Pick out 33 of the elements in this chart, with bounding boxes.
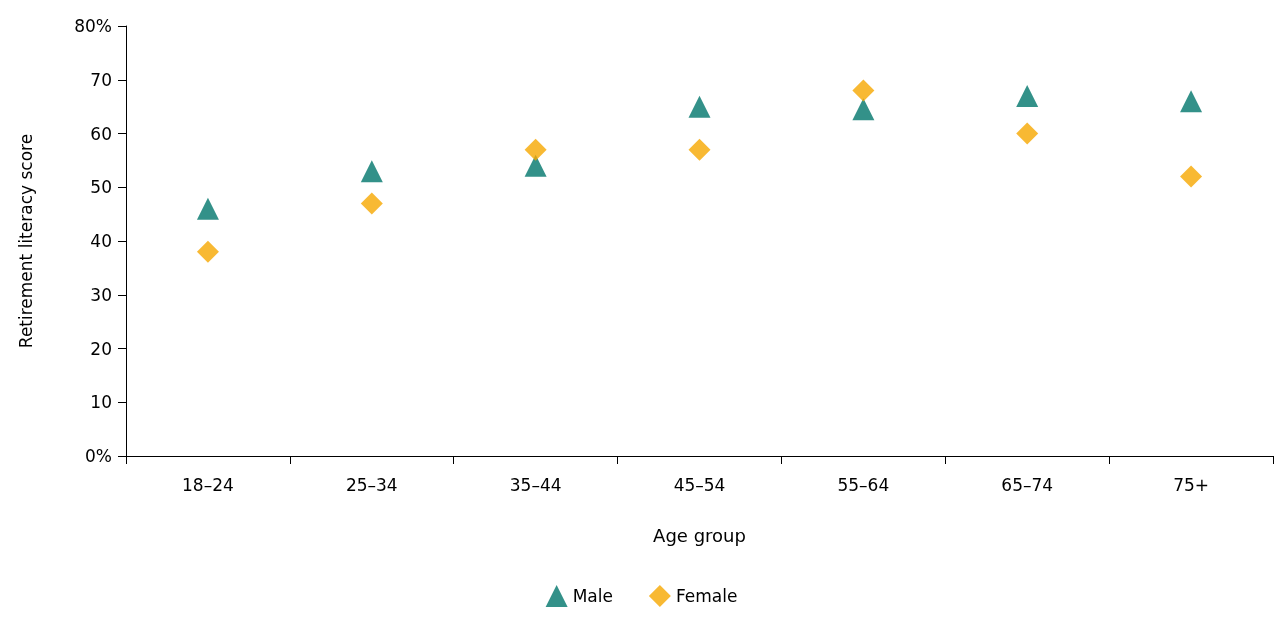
y-tick-label: 20 [90,338,112,359]
point [852,79,875,102]
x-tick-label: 45–54 [673,474,726,495]
x-tick-label: 25–34 [345,474,398,495]
point [688,138,711,161]
y-tick-label: 50 [90,177,112,198]
x-axis-title: Age group [653,524,746,546]
point [1180,90,1203,113]
legend-label: Male [572,586,613,606]
point [524,138,547,161]
legend-label: Female [675,586,738,606]
point [688,95,711,118]
point [852,98,875,121]
y-tick-label: 10 [90,392,112,413]
y-tick-label: 0% [85,446,112,466]
x-tick-label: 35–44 [509,474,562,495]
point [196,197,219,220]
point [1180,165,1203,188]
y-tick-label: 30 [90,284,112,305]
point [360,192,383,215]
y-axis-title: Retirement literacy score [15,133,36,349]
x-tick-label: 75+ [1173,474,1210,495]
point [1016,122,1039,145]
point [1016,84,1039,107]
y-tick-label: 40 [90,231,112,251]
point [196,240,219,263]
x-tick-label: 65–74 [1001,474,1054,495]
x-tick-label: 18–24 [182,474,234,495]
y-tick-label: 80% [74,16,112,36]
y-tick-label: 60 [90,123,112,144]
point [360,160,383,183]
x-tick-label: 55–64 [837,474,890,495]
y-tick-label: 70 [90,69,112,90]
